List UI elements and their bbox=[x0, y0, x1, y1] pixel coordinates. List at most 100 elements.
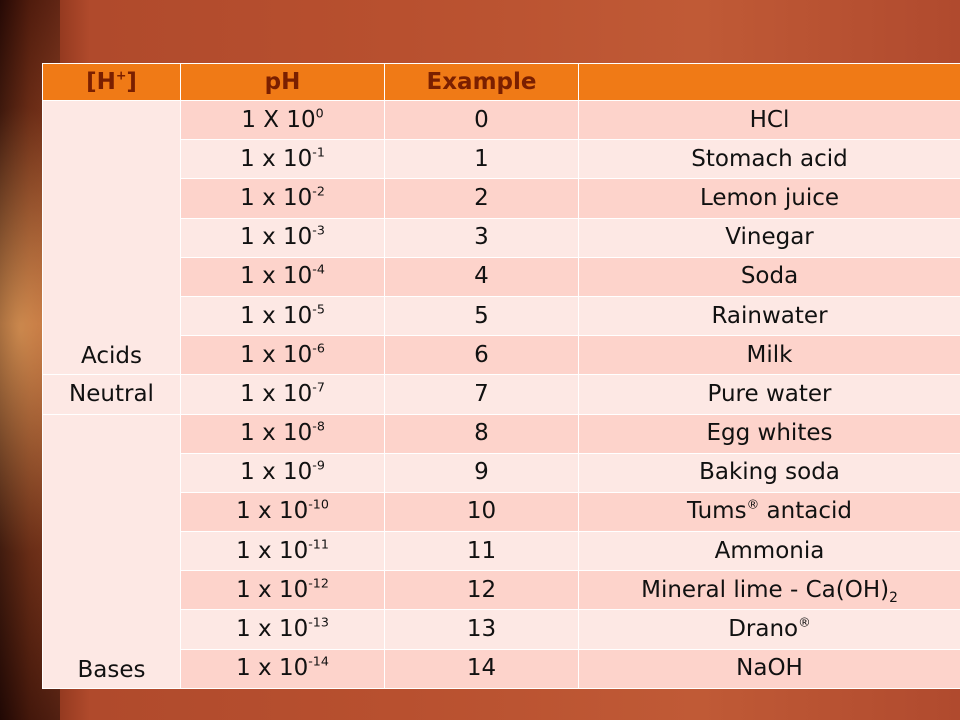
table-row: 1 x 10-9 9 Baking soda bbox=[43, 452, 960, 493]
h-ion-concentration-cell: 1 x 10-3 bbox=[180, 217, 385, 258]
table-row: 1 x 10-2 2 Lemon juice bbox=[43, 178, 960, 219]
header-h-ion: [H+] bbox=[42, 63, 181, 101]
ph-value-cell: 14 bbox=[384, 648, 579, 690]
example-text: HCl bbox=[749, 106, 790, 133]
example-cell: HCl bbox=[578, 99, 960, 141]
h-ion-concentration-cell: 1 X 100 bbox=[180, 99, 385, 141]
table-row: 1 x 10-3 3 Vinegar bbox=[43, 217, 960, 258]
table-header-row: [H+] pH Example bbox=[42, 63, 960, 101]
ph-value-cell: 12 bbox=[384, 570, 579, 611]
concentration-exponent: -6 bbox=[312, 340, 325, 356]
concentration-exponent: -8 bbox=[312, 418, 325, 434]
table-row: Neutral 1 x 10-7 7 Pure water bbox=[42, 374, 960, 415]
ph-value-cell: 3 bbox=[384, 217, 579, 258]
concentration-exponent: -11 bbox=[308, 536, 329, 552]
concentration-exponent: -10 bbox=[308, 496, 329, 512]
concentration-exponent: -13 bbox=[308, 614, 329, 630]
example-cell: Milk bbox=[578, 335, 960, 376]
concentration-base: 1 x 10 bbox=[240, 224, 313, 251]
concentration-base: 1 x 10 bbox=[240, 341, 313, 368]
example-cell: Pure water bbox=[578, 374, 960, 415]
formula-subscript: 2 bbox=[889, 589, 898, 606]
concentration-base: 1 x 10 bbox=[240, 459, 313, 486]
ph-value-cell: 4 bbox=[384, 256, 579, 297]
example-text: Ammonia bbox=[714, 537, 825, 564]
example-text: Mineral lime - Ca(OH) bbox=[641, 576, 890, 603]
ph-value-cell: 10 bbox=[384, 491, 579, 533]
concentration-base: 1 x 10 bbox=[240, 145, 313, 172]
concentration-base: 1 x 10 bbox=[240, 184, 313, 211]
ph-value-cell: 5 bbox=[384, 295, 579, 337]
concentration-base: 1 X 10 bbox=[241, 106, 316, 133]
ph-value-cell: 11 bbox=[384, 531, 579, 572]
ph-value-cell: 1 bbox=[384, 139, 579, 180]
h-ion-concentration-cell: 1 x 10-2 bbox=[180, 178, 385, 219]
ph-value-cell: 6 bbox=[384, 335, 579, 376]
example-text: Soda bbox=[740, 263, 799, 290]
table-row: 1 x 10-11 11 Ammonia bbox=[43, 531, 960, 572]
h-ion-concentration-cell: 1 x 10-1 bbox=[180, 139, 385, 180]
example-text: Baking soda bbox=[699, 459, 840, 486]
h-ion-concentration-cell: 1 x 10-13 bbox=[180, 609, 385, 650]
example-cell: Tums® antacid bbox=[578, 491, 960, 533]
table-row: 1 x 10-1 1 Stomach acid bbox=[43, 139, 960, 180]
example-text: Stomach acid bbox=[691, 145, 848, 172]
h-ion-concentration-cell: 1 x 10-9 bbox=[180, 452, 385, 493]
example-text-suffix: antacid bbox=[759, 498, 852, 525]
example-cell: Rainwater bbox=[578, 295, 960, 337]
concentration-base: 1 x 10 bbox=[236, 498, 309, 525]
example-text: Lemon juice bbox=[699, 184, 840, 211]
ph-value-cell: 0 bbox=[384, 99, 579, 141]
table-row: 1 x 10-4 4 Soda bbox=[43, 256, 960, 297]
example-cell: Soda bbox=[578, 256, 960, 297]
header-blank bbox=[578, 63, 960, 101]
example-text: Vinegar bbox=[725, 224, 814, 251]
concentration-exponent: -9 bbox=[312, 457, 325, 473]
concentration-base: 1 x 10 bbox=[240, 380, 313, 407]
h-ion-concentration-cell: 1 x 10-6 bbox=[180, 335, 385, 376]
h-ion-concentration-cell: 1 x 10-11 bbox=[180, 531, 385, 572]
header-example: Example bbox=[384, 63, 579, 101]
table-row: 1 x 10-14 14 NaOH bbox=[43, 648, 960, 690]
example-text: Milk bbox=[746, 341, 793, 368]
ph-value-cell: 9 bbox=[384, 452, 579, 493]
concentration-exponent: -4 bbox=[312, 261, 325, 277]
registered-mark: ® bbox=[746, 496, 760, 512]
concentration-base: 1 x 10 bbox=[240, 420, 313, 447]
table-row: 1 x 10-6 6 Milk bbox=[43, 335, 960, 376]
table-row: Bases 1 x 10-8 8 Egg whites bbox=[42, 413, 960, 689]
example-text: Drano bbox=[728, 616, 799, 643]
example-cell: Drano® bbox=[578, 609, 960, 650]
table-row: 1 x 10-13 13 Drano® bbox=[43, 609, 960, 650]
header-ph: pH bbox=[180, 63, 385, 101]
example-cell: Egg whites bbox=[578, 413, 960, 454]
table-body: Acids 1 X 100 0 HCl 1 x 10-1 1 Stomach acid 1 x… bbox=[42, 99, 960, 690]
example-text: Rainwater bbox=[711, 302, 828, 329]
example-cell: Ammonia bbox=[578, 531, 960, 572]
concentration-base: 1 x 10 bbox=[240, 302, 313, 329]
group-label-neutral: Neutral bbox=[42, 374, 181, 415]
group-label-acids: Acids bbox=[42, 99, 181, 376]
example-text: NaOH bbox=[736, 655, 803, 682]
example-cell: Vinegar bbox=[578, 217, 960, 258]
concentration-base: 1 x 10 bbox=[236, 537, 309, 564]
ph-value-cell: 8 bbox=[384, 413, 579, 454]
h-ion-concentration-cell: 1 x 10-7 bbox=[180, 374, 385, 415]
example-text: Egg whites bbox=[706, 420, 833, 447]
example-cell: Baking soda bbox=[578, 452, 960, 493]
example-text: Pure water bbox=[707, 380, 832, 407]
table-row: Acids 1 X 100 0 HCl bbox=[42, 99, 960, 376]
concentration-exponent: -14 bbox=[308, 653, 329, 669]
h-ion-concentration-cell: 1 x 10-14 bbox=[180, 648, 385, 690]
example-cell: Mineral lime - Ca(OH)2 bbox=[578, 570, 960, 611]
concentration-base: 1 x 10 bbox=[236, 655, 309, 682]
concentration-exponent: -1 bbox=[312, 144, 325, 160]
example-cell: Lemon juice bbox=[578, 178, 960, 219]
example-cell: Stomach acid bbox=[578, 139, 960, 180]
ph-value-cell: 7 bbox=[384, 374, 579, 415]
example-text: Tums bbox=[687, 498, 747, 525]
example-cell: NaOH bbox=[578, 648, 960, 690]
registered-mark: ® bbox=[798, 614, 811, 630]
table-row: 1 x 10-10 10 Tums® antacid bbox=[43, 491, 960, 533]
ph-value-cell: 2 bbox=[384, 178, 579, 219]
